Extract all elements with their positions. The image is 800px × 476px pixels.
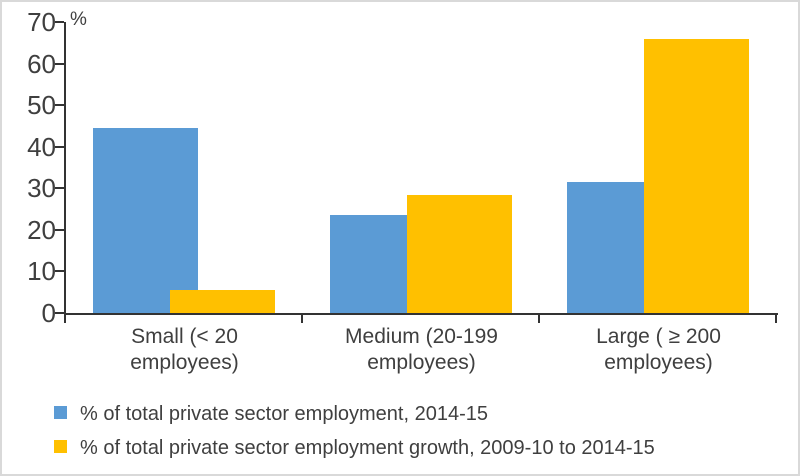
- legend-label-series1: % of total private sector employment, 20…: [80, 403, 488, 425]
- bar-series2-small: [170, 290, 275, 313]
- y-axis-tick-label: 10: [27, 256, 56, 287]
- y-axis-unit-label: %: [70, 9, 87, 30]
- y-axis-tick: [55, 187, 64, 190]
- legend-item-series1: % of total private sector employment, 20…: [54, 403, 774, 427]
- y-axis-tick: [55, 145, 64, 148]
- x-axis-tick: [775, 315, 777, 323]
- bar-series2-medium: [407, 194, 512, 313]
- y-axis-tick: [55, 228, 64, 231]
- category-label-large: Large ( ≥ 200 employees): [596, 325, 721, 374]
- y-axis-line: [64, 22, 66, 315]
- y-axis-tick: [55, 270, 64, 273]
- category-label-medium: Medium (20-199 employees): [345, 325, 498, 374]
- y-axis-tick-label: 50: [27, 90, 56, 121]
- x-axis-line: [64, 313, 778, 315]
- y-axis-tick-label: 60: [27, 48, 56, 79]
- x-axis-tick: [538, 315, 540, 323]
- x-axis-tick: [64, 315, 66, 323]
- y-axis-tick: [55, 62, 64, 65]
- legend-swatch-series2: [54, 440, 67, 453]
- y-axis-tick-label: 70: [27, 7, 56, 37]
- bar-series1-small: [93, 128, 198, 313]
- y-axis-tick-label: 0: [41, 298, 56, 328]
- y-axis-tick: [55, 21, 64, 23]
- bar-series2-large: [644, 38, 749, 313]
- x-axis-tick: [301, 315, 303, 323]
- y-axis-tick: [55, 104, 64, 107]
- y-axis-tick: [55, 312, 64, 314]
- category-label-small: Small (< 20 employees): [130, 325, 239, 374]
- y-axis-tick-label: 30: [27, 173, 56, 204]
- legend-item-series2: % of total private sector employment gro…: [54, 437, 774, 461]
- legend-swatch-series1: [54, 406, 67, 419]
- y-axis-tick-label: 40: [27, 131, 56, 162]
- y-axis-tick-label: 20: [27, 214, 56, 245]
- legend-label-series2: % of total private sector employment gro…: [80, 437, 655, 459]
